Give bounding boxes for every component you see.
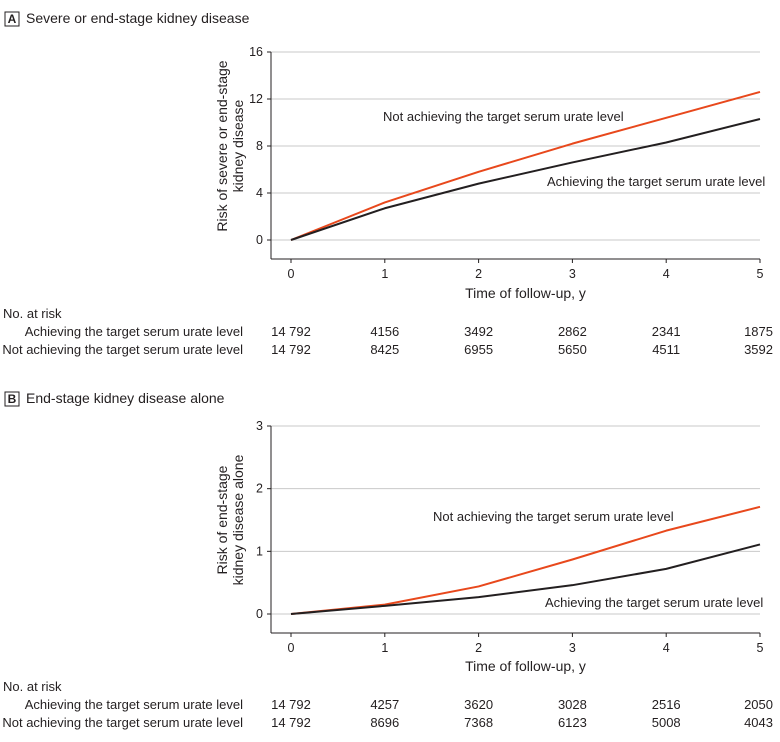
y-tick-label: 3 bbox=[256, 419, 263, 433]
risk-table-cell: 3592 bbox=[744, 342, 773, 357]
x-tick-label: 1 bbox=[381, 641, 388, 655]
risk-table-cell: 4257 bbox=[370, 697, 399, 712]
y-axis-label: kidney disease bbox=[230, 99, 246, 192]
risk-table-row-label: Not achieving the target serum urate lev… bbox=[2, 342, 243, 357]
risk-table-cell: 14 792 bbox=[271, 342, 311, 357]
risk-table-row-label: Achieving the target serum urate level bbox=[25, 697, 243, 712]
series-annotation: Achieving the target serum urate level bbox=[545, 595, 763, 610]
risk-table-cell: 2341 bbox=[652, 324, 681, 339]
series-line-not-achieving bbox=[290, 505, 761, 615]
risk-table-cell: 3492 bbox=[464, 324, 493, 339]
x-axis-label: Time of follow-up, y bbox=[465, 285, 586, 301]
x-tick-label: 2 bbox=[475, 267, 482, 281]
x-tick-label: 4 bbox=[663, 267, 670, 281]
risk-table-cell: 4156 bbox=[370, 324, 399, 339]
y-tick-label: 4 bbox=[256, 186, 263, 200]
risk-table-header: No. at risk bbox=[3, 679, 62, 694]
y-axis-label: Risk of severe or end-stage bbox=[214, 60, 230, 231]
x-tick-label: 0 bbox=[288, 641, 295, 655]
risk-table-cell: 3028 bbox=[558, 697, 587, 712]
x-tick-label: 5 bbox=[757, 267, 764, 281]
risk-table-cell: 8696 bbox=[370, 715, 399, 730]
risk-table-cell: 6123 bbox=[558, 715, 587, 730]
panel-letter-box bbox=[4, 391, 20, 407]
panel-title: Severe or end-stage kidney disease bbox=[26, 10, 250, 26]
risk-table-cell: 14 792 bbox=[271, 324, 311, 339]
panel-letter-box bbox=[4, 11, 20, 27]
risk-table-cell: 4511 bbox=[652, 342, 680, 357]
x-tick-label: 3 bbox=[569, 267, 576, 281]
series-annotation: Achieving the target serum urate level bbox=[547, 174, 765, 189]
series-annotation: Not achieving the target serum urate lev… bbox=[383, 109, 624, 124]
series-line-achieving bbox=[290, 543, 761, 615]
x-tick-label: 3 bbox=[569, 641, 576, 655]
risk-table-cell: 5650 bbox=[558, 342, 587, 357]
risk-table-cell: 7368 bbox=[464, 715, 493, 730]
panel-a: A Severe or end-stage kidney disease04812… bbox=[2, 10, 773, 357]
panel-letter: B bbox=[8, 392, 17, 406]
risk-table-cell: 14 792 bbox=[271, 697, 311, 712]
risk-table-cell: 6955 bbox=[464, 342, 493, 357]
y-axis-label: kidney disease alone bbox=[230, 454, 246, 585]
y-tick-label: 12 bbox=[249, 92, 263, 106]
x-tick-label: 0 bbox=[288, 267, 295, 281]
y-tick-label: 2 bbox=[256, 482, 263, 496]
x-axis-label: Time of follow-up, y bbox=[465, 658, 586, 674]
risk-table-cell: 3620 bbox=[464, 697, 493, 712]
y-tick-label: 1 bbox=[256, 544, 263, 558]
series-annotation: Not achieving the target serum urate lev… bbox=[433, 509, 674, 524]
risk-table-header: No. at risk bbox=[3, 306, 62, 321]
risk-table-cell: 2050 bbox=[744, 697, 773, 712]
risk-table-cell: 2862 bbox=[558, 324, 587, 339]
panel-letter: A bbox=[8, 12, 17, 26]
x-tick-label: 4 bbox=[663, 641, 670, 655]
risk-table-cell: 5008 bbox=[652, 715, 681, 730]
y-tick-label: 16 bbox=[249, 45, 263, 59]
panel-title: End-stage kidney disease alone bbox=[26, 390, 225, 406]
risk-table-cell: 2516 bbox=[652, 697, 681, 712]
panel-b: B End-stage kidney disease alone 0 1 2 3 0 1 2 3 4… bbox=[2, 390, 773, 730]
x-tick-label: 5 bbox=[757, 641, 764, 655]
risk-table-cell: 14 792 bbox=[271, 715, 311, 730]
y-tick-label: 8 bbox=[256, 139, 263, 153]
x-tick-label: 1 bbox=[381, 267, 388, 281]
risk-table-cell: 1875 bbox=[744, 324, 773, 339]
series-line-achieving bbox=[290, 118, 761, 241]
series-line-not-achieving bbox=[290, 90, 761, 241]
risk-table-cell: 8425 bbox=[370, 342, 399, 357]
y-axis-label: Risk of end-stage bbox=[214, 465, 230, 574]
x-tick-label: 2 bbox=[475, 641, 482, 655]
risk-table-row-label: Not achieving the target serum urate lev… bbox=[2, 715, 243, 730]
risk-table-row-label: Achieving the target serum urate level bbox=[25, 324, 243, 339]
risk-table-cell: 4043 bbox=[744, 715, 773, 730]
y-tick-label: 0 bbox=[256, 607, 263, 621]
y-tick-label: 0 bbox=[256, 233, 263, 247]
